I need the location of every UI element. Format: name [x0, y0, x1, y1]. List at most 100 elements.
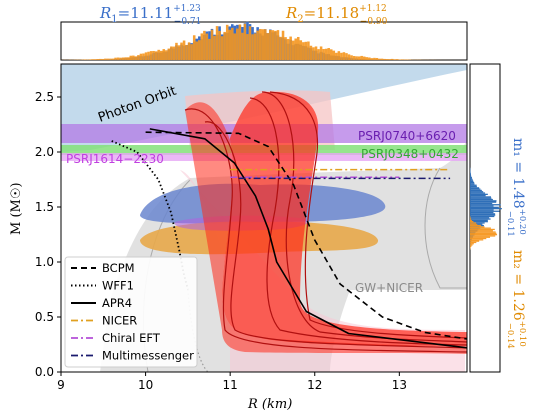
- r1-label: R: [99, 4, 111, 22]
- right-hist-bar-m1: [470, 170, 471, 172]
- right-hist-bar-m2: [470, 244, 473, 246]
- m1-plus: +0.20: [517, 209, 527, 235]
- x-tick-label: 10: [138, 378, 153, 392]
- top-hist-bar-r2: [284, 37, 287, 60]
- right-hist-bar-m2: [470, 237, 487, 240]
- top-hist-bar-r2: [327, 48, 330, 60]
- top-hist-bar-r2: [264, 29, 267, 60]
- top-hist-bar-r2: [165, 50, 168, 60]
- top-hist-bar-r2: [91, 59, 94, 60]
- top-hist-bar-r2: [398, 59, 402, 60]
- right-hist-bar-m1: [470, 196, 492, 198]
- right-hist-bar-m2: [470, 240, 480, 242]
- top-hist-bar-r2: [401, 59, 404, 60]
- top-hist-bar-r2: [299, 40, 303, 60]
- legend-label: NICER: [102, 314, 137, 328]
- top-hist-bar-r2: [302, 42, 305, 60]
- r1-minus: −0.71: [174, 17, 202, 27]
- right-hist-bar-m2: [470, 217, 471, 219]
- top-hist-bar-r2: [139, 53, 143, 60]
- right-hist-bar-m1: [470, 192, 486, 194]
- top-hist-bar-r2: [357, 56, 361, 60]
- top-hist-bar-r2: [296, 36, 300, 60]
- y-tick-label: 1.5: [35, 200, 54, 214]
- right-hist-bar-m2: [470, 235, 496, 237]
- top-hist-bar-r2: [104, 58, 107, 60]
- psr0348-label: PSRJ0348+0432: [361, 147, 459, 161]
- top-hist-bar-r2: [383, 58, 386, 60]
- top-hist-bar-r2: [314, 46, 318, 60]
- top-hist-bar-r2: [132, 55, 135, 60]
- top-hist-bar-r2: [124, 57, 127, 60]
- top-hist-bar-r2: [203, 30, 206, 60]
- right-hist-bar-m1: [470, 206, 499, 208]
- top-hist-bar-r2: [246, 34, 249, 60]
- r1-sub: 1: [111, 14, 117, 25]
- right-hist-bar-m2: [470, 223, 478, 225]
- posterior-curve-4: [269, 91, 467, 339]
- top-hist-bar-r2: [312, 47, 315, 60]
- top-hist-bar-r2: [368, 57, 371, 60]
- top-hist-bar-r2: [175, 42, 178, 60]
- top-hist-bar-r2: [388, 59, 391, 60]
- top-hist-bar-r2: [360, 55, 363, 60]
- top-hist-bar-r2: [109, 58, 112, 60]
- right-hist-bar-m2: [470, 230, 493, 232]
- r2-annotation: R2=11.18+1.12 −0.90: [285, 4, 388, 27]
- top-hist-bar-r2: [180, 42, 183, 60]
- top-hist-bar-r2: [355, 56, 358, 60]
- right-hist-bar-m2: [470, 234, 498, 236]
- right-hist-bar-m1: [470, 174, 472, 176]
- svg-text:m₂ = 1.26+0.10−0.14: m₂ = 1.26+0.10−0.14: [505, 250, 527, 349]
- top-hist-bar-r2: [291, 40, 295, 60]
- top-hist-bar-r2: [307, 41, 310, 60]
- series-bcpm: [145, 131, 467, 340]
- r2-sub: 2: [297, 14, 303, 25]
- red-posterior-main: [222, 91, 467, 346]
- top-hist-bar-r2: [134, 56, 138, 60]
- top-hist-bar-r2: [177, 45, 181, 60]
- top-hist-bar-r2: [228, 29, 232, 60]
- psr1614-label: PSRJ1614−2230: [66, 152, 164, 166]
- right-hist-bar-m2: [470, 232, 497, 234]
- r2-minus: −0.90: [360, 17, 388, 27]
- right-hist-bar-m1: [470, 215, 495, 218]
- y-tick-label: 2.0: [35, 145, 54, 159]
- r2-value: =11.18: [304, 4, 360, 22]
- top-hist-bar-r2: [129, 55, 133, 60]
- top-hist-bar-r2: [352, 56, 356, 60]
- right-hist-bar-m1: [470, 217, 490, 219]
- m2-annotation: m₂ = 1.26+0.10−0.14: [505, 250, 527, 349]
- top-hist-bar-r2: [190, 44, 193, 60]
- x-axis-label: R (km): [247, 397, 292, 412]
- top-hist-bar-r2: [195, 41, 199, 60]
- top-hist-bar-r2: [393, 59, 396, 60]
- right-hist-bar-m1: [470, 210, 500, 212]
- r1-annotation: R1=11.11+1.23 −0.71: [99, 4, 201, 27]
- top-hist-bar-r2: [362, 56, 366, 60]
- right-hist-bar-m2: [470, 231, 496, 233]
- top-hist-bar-r2: [223, 31, 226, 60]
- posterior-curve-5: [249, 97, 467, 346]
- right-hist-bar-m1: [470, 219, 488, 221]
- legend: BCPM WFF1 APR4 NICER Chiral EFT Multimessenge…: [64, 256, 198, 368]
- x-axis-ticks: 9 10 11 12 13: [57, 372, 407, 392]
- top-hist-bar-r2: [111, 58, 115, 60]
- y-tick-label: 0.0: [35, 365, 54, 379]
- right-histogram-panel: m₁ = 1.48+0.20−0.11 m₂ = 1.26+0.10−0.14: [469, 63, 527, 373]
- x-tick-label: 11: [223, 378, 238, 392]
- top-hist-bar-r2: [88, 59, 92, 60]
- top-hist-bar-r2: [324, 48, 328, 60]
- right-hist-bar-m1: [470, 188, 481, 190]
- y-tick-label: 0.5: [35, 310, 54, 324]
- right-hist-bar-m1: [470, 187, 480, 189]
- top-hist-bar-r2: [317, 49, 320, 60]
- right-histogram-bars: [470, 167, 502, 250]
- top-hist-bar-r2: [200, 33, 204, 60]
- top-hist-bar-r2: [274, 30, 277, 60]
- top-hist-bar-r2: [215, 26, 219, 60]
- top-hist-bar-r2: [167, 48, 171, 60]
- right-hist-bar-m1: [470, 171, 471, 173]
- right-hist-bar-m1: [470, 218, 491, 220]
- main-plot-frame: [60, 63, 468, 373]
